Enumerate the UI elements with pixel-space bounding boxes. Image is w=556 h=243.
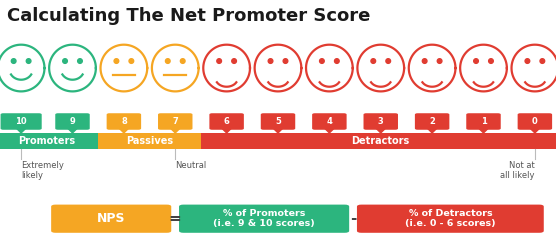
Text: Passives: Passives [126,136,173,146]
Polygon shape [325,129,334,133]
Text: % of Promoters
(i.e. 9 & 10 scores): % of Promoters (i.e. 9 & 10 scores) [213,209,315,228]
Text: Extremely
likely: Extremely likely [21,161,64,180]
Polygon shape [371,59,376,63]
Polygon shape [335,59,339,63]
Polygon shape [17,129,26,133]
FancyBboxPatch shape [179,205,349,233]
FancyBboxPatch shape [0,133,98,149]
FancyBboxPatch shape [357,205,544,233]
Polygon shape [530,129,539,133]
FancyBboxPatch shape [51,205,171,233]
Polygon shape [63,59,67,63]
Polygon shape [437,59,442,63]
Text: Not at
all likely: Not at all likely [500,161,535,180]
Text: % of Detractors
(i.e. 0 - 6 scores): % of Detractors (i.e. 0 - 6 scores) [405,209,495,228]
FancyBboxPatch shape [55,113,90,130]
Text: 1: 1 [480,117,486,126]
Polygon shape [120,129,128,133]
Polygon shape [129,59,133,63]
Polygon shape [78,59,82,63]
Text: 6: 6 [224,117,230,126]
Polygon shape [171,129,180,133]
Polygon shape [268,59,273,63]
Text: =: = [169,211,181,226]
Text: 0: 0 [532,117,538,126]
Text: 2: 2 [429,117,435,126]
Polygon shape [232,59,236,63]
Polygon shape [540,59,545,63]
FancyBboxPatch shape [466,113,501,130]
Polygon shape [26,59,31,63]
Text: Calculating The Net Promoter Score: Calculating The Net Promoter Score [7,7,370,25]
Polygon shape [222,129,231,133]
FancyBboxPatch shape [201,133,556,149]
FancyBboxPatch shape [518,113,552,130]
Text: 5: 5 [275,117,281,126]
Polygon shape [166,59,170,63]
FancyBboxPatch shape [158,113,192,130]
FancyBboxPatch shape [107,113,141,130]
Polygon shape [180,59,185,63]
Polygon shape [68,129,77,133]
FancyBboxPatch shape [261,113,295,130]
Text: 9: 9 [70,117,76,126]
Text: 8: 8 [121,117,127,126]
Polygon shape [525,59,530,63]
Text: Detractors: Detractors [351,136,410,146]
Text: NPS: NPS [97,212,126,225]
Polygon shape [423,59,427,63]
Polygon shape [474,59,478,63]
FancyBboxPatch shape [1,113,42,130]
Polygon shape [386,59,390,63]
Text: -: - [350,211,356,226]
FancyBboxPatch shape [364,113,398,130]
Text: 7: 7 [172,117,178,126]
FancyBboxPatch shape [98,133,201,149]
Polygon shape [489,59,493,63]
Text: 3: 3 [378,117,384,126]
Polygon shape [428,129,436,133]
Polygon shape [114,59,119,63]
Text: 4: 4 [326,117,332,126]
Polygon shape [283,59,288,63]
Polygon shape [274,129,282,133]
Polygon shape [376,129,385,133]
Text: 10: 10 [16,117,27,126]
Text: Neutral: Neutral [175,161,206,170]
Polygon shape [11,59,16,63]
FancyBboxPatch shape [210,113,244,130]
FancyBboxPatch shape [312,113,346,130]
Polygon shape [479,129,488,133]
Text: Promoters: Promoters [18,136,76,146]
Polygon shape [217,59,221,63]
FancyBboxPatch shape [415,113,449,130]
Polygon shape [320,59,324,63]
